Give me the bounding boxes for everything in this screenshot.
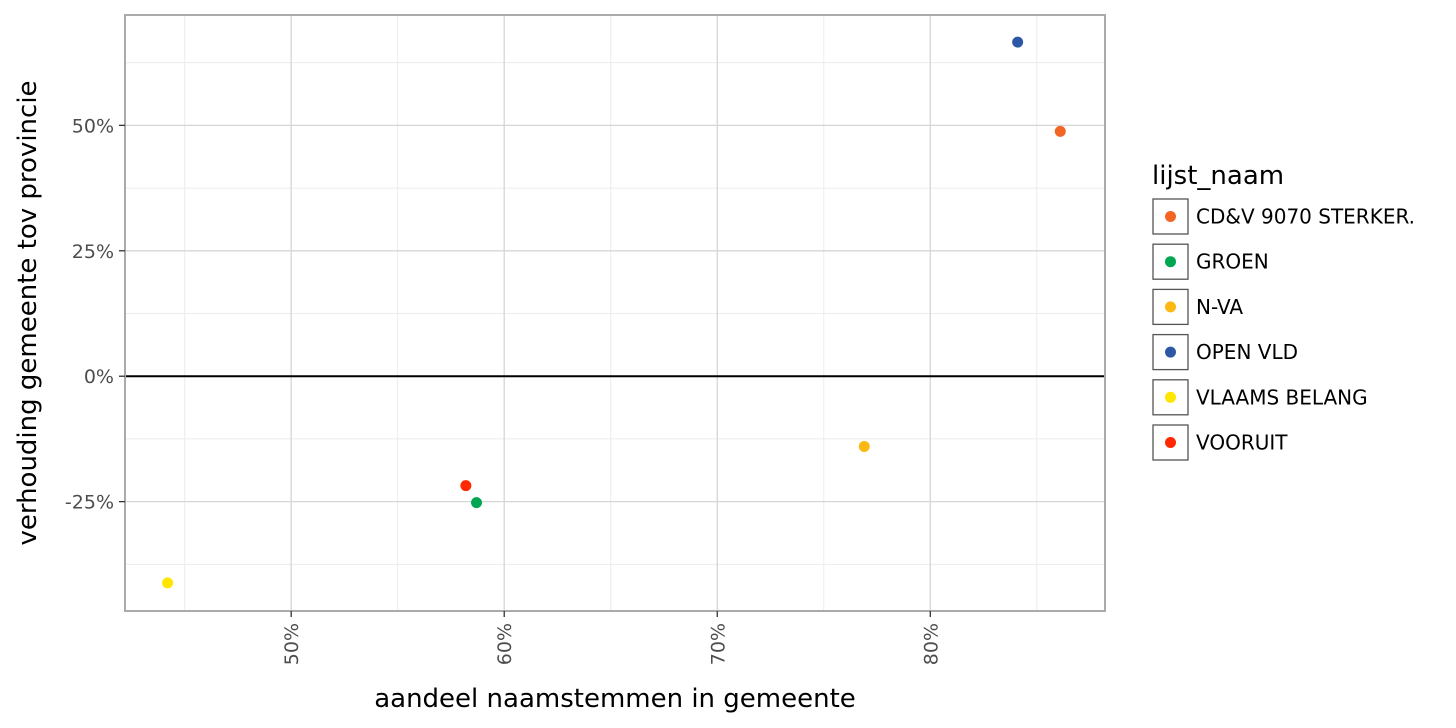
legend-label: VLAAMS BELANG — [1196, 385, 1368, 409]
legend-item: OPEN VLD — [1152, 333, 1298, 371]
x-tick-label: 60% — [494, 623, 516, 665]
legend: lijst_naam CD&V 9070 STERKER. GROEN N-VA OP… — [1152, 161, 1415, 461]
legend-label: N-VA — [1196, 295, 1243, 319]
legend-label: GROEN — [1196, 250, 1269, 274]
data-point — [858, 440, 870, 452]
y-tick-label: 0% — [84, 366, 114, 388]
legend-item: VLAAMS BELANG — [1152, 379, 1368, 416]
data-point — [1054, 125, 1066, 137]
data-point — [460, 480, 472, 492]
x-tick-label: 70% — [707, 623, 729, 665]
legend-item: GROEN — [1152, 243, 1269, 280]
y-axis-title: verhouding gemeente tov provincie — [13, 80, 43, 545]
major-grid — [125, 15, 1105, 611]
data-point — [1012, 36, 1024, 48]
y-tick-label: -25% — [65, 492, 114, 514]
x-tick-label: 50% — [281, 623, 303, 665]
x-tick-label: 80% — [920, 623, 942, 665]
legend-marker — [1165, 437, 1176, 448]
legend-marker — [1165, 256, 1176, 268]
legend-marker — [1165, 301, 1176, 313]
plot-panel — [125, 15, 1105, 611]
legend-marker — [1165, 391, 1176, 403]
y-tick-label: 50% — [72, 115, 114, 137]
legend-item: N-VA — [1152, 288, 1243, 326]
data-point — [471, 497, 483, 509]
legend-item: VOORUIT — [1152, 424, 1288, 461]
legend-item: CD&V 9070 STERKER. — [1152, 198, 1415, 235]
x-axis-ticks: 50% 60% 70% 80% — [281, 611, 942, 665]
legend-label: VOORUIT — [1196, 431, 1288, 455]
x-axis-title: aandeel naamstemmen in gemeente — [374, 684, 856, 714]
data-point — [162, 577, 174, 589]
minor-grid — [125, 15, 1105, 611]
y-tick-label: 25% — [72, 241, 114, 263]
plot-border — [124, 14, 1106, 612]
legend-marker — [1165, 346, 1176, 358]
legend-title: lijst_naam — [1152, 161, 1284, 191]
legend-label: CD&V 9070 STERKER. — [1196, 205, 1415, 229]
legend-key — [1152, 243, 1189, 280]
legend-marker — [1165, 211, 1176, 222]
y-axis-ticks: -25% 0% 25% 50% — [65, 115, 125, 514]
data-points — [162, 36, 1066, 589]
legend-label: OPEN VLD — [1196, 340, 1298, 364]
